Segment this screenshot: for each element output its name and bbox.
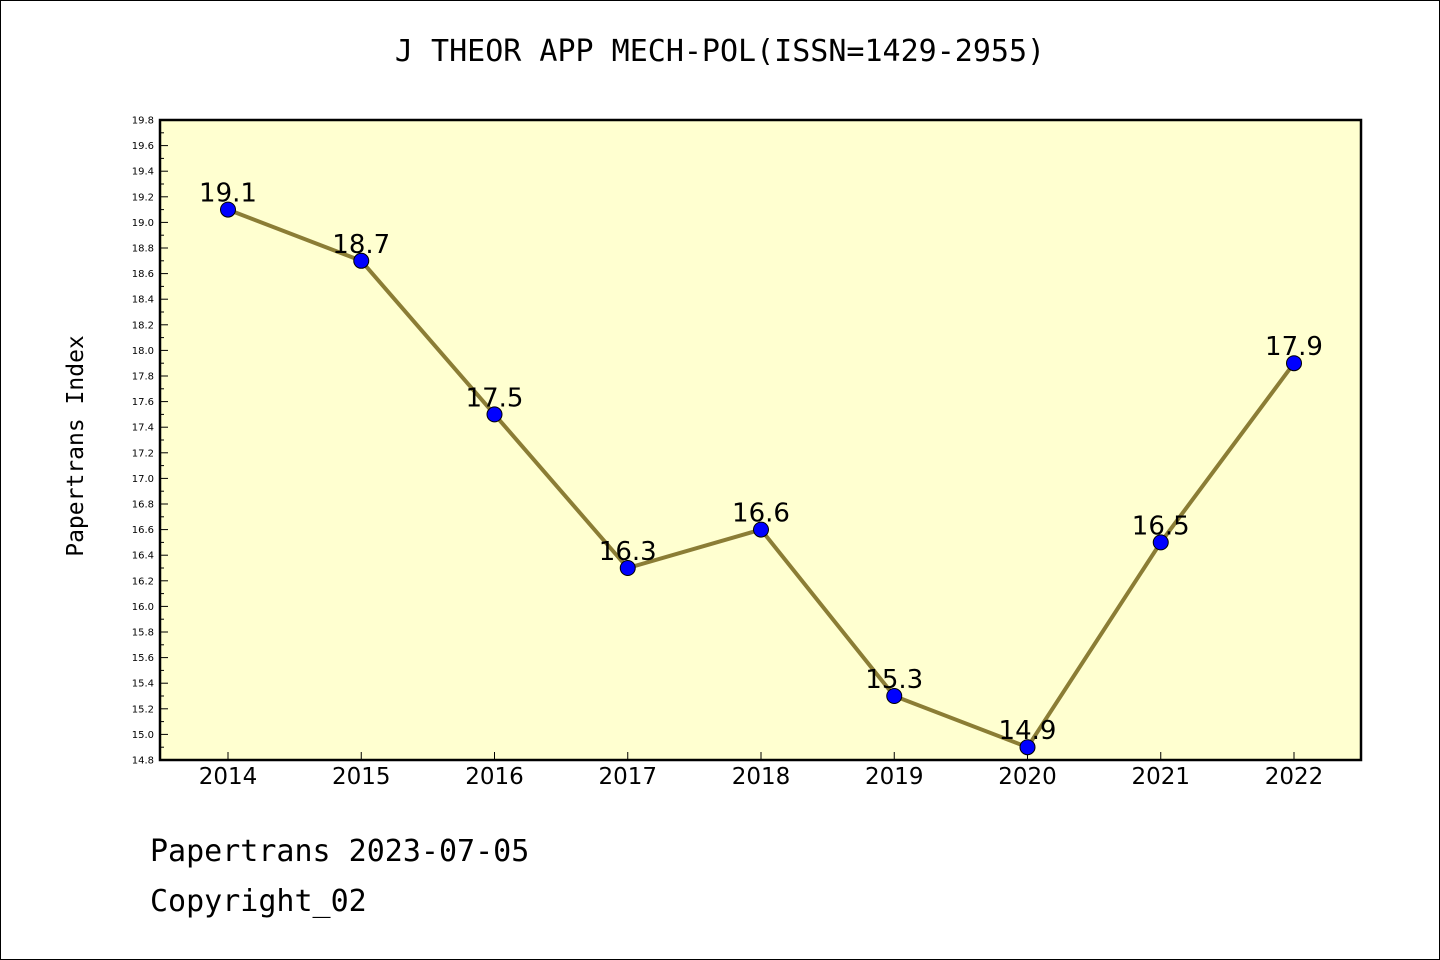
x-tick-label: 2015: [332, 764, 391, 790]
x-tick-label: 2014: [199, 764, 258, 790]
x-tick-label: 2016: [465, 764, 524, 790]
y-tick-label: 16.8: [132, 500, 154, 511]
x-tick-label: 2022: [1265, 764, 1324, 790]
y-tick-label: 15.8: [132, 628, 154, 639]
y-tick-label: 15.2: [132, 704, 154, 715]
y-tick-label: 19.4: [132, 167, 154, 178]
y-tick-label: 15.4: [132, 679, 154, 690]
data-point: [619, 560, 636, 576]
y-tick-label: 18.8: [132, 244, 154, 255]
chart-title: J THEOR APP MECH-POL(ISSN=1429-2955): [394, 34, 1046, 69]
y-tick-label: 19.0: [132, 218, 154, 229]
x-tick-label: 2020: [998, 764, 1057, 790]
y-tick-label: 15.0: [132, 730, 154, 741]
footer-date: Papertrans 2023-07-05: [150, 834, 530, 869]
x-tick-label: 2017: [598, 764, 657, 790]
data-label: 16.3: [599, 537, 657, 567]
x-tick-label: 2021: [1131, 764, 1190, 790]
x-axis: 2014 2015 2016 2017 2018 2019 2020 2021 2022: [199, 752, 1324, 790]
y-tick-label: 16.2: [132, 576, 154, 587]
x-tick-label: 2019: [865, 764, 924, 790]
data-label: 16.6: [732, 499, 790, 529]
y-tick-label: 17.2: [132, 448, 154, 459]
data-label: 19.1: [199, 179, 257, 209]
data-point: [1286, 355, 1302, 372]
y-axis: 14.8 15.0 15.2 15.4 15.6 15.8 16.0 16.2 16.4 16.6…: [132, 116, 168, 767]
footer-copyright: Copyright_02: [150, 884, 367, 919]
data-point: [886, 688, 903, 704]
y-tick-label: 18.6: [132, 269, 154, 280]
y-tick-label: 17.6: [132, 397, 154, 408]
y-tick-label: 19.2: [132, 192, 154, 203]
data-point: [1152, 534, 1169, 551]
data-label: 15.3: [865, 665, 923, 695]
plot-border: [158, 118, 1363, 762]
data-label: 18.7: [332, 230, 390, 260]
data-markers: [220, 201, 1302, 756]
data-point: [753, 521, 769, 538]
y-tick-label: 17.4: [132, 423, 154, 434]
y-tick-label: 18.4: [132, 295, 154, 306]
y-tick-label: 17.8: [132, 372, 154, 383]
data-labels: 19.1 18.7 17.5 16.3 16.6 15.3 14.9 16.5 17.9: [199, 179, 1323, 747]
plot-area: [160, 120, 1361, 760]
y-tick-label: 18.2: [132, 320, 154, 331]
data-label: 16.5: [1132, 511, 1190, 541]
y-tick-label: 19.8: [132, 116, 154, 127]
y-tick-label: 16.0: [132, 602, 154, 613]
data-label: 14.9: [999, 716, 1057, 746]
data-point: [220, 201, 236, 218]
data-point: [486, 406, 503, 423]
data-label: 17.9: [1265, 332, 1323, 362]
y-tick-label: 19.6: [132, 141, 154, 152]
y-tick-label: 16.6: [132, 525, 154, 536]
data-point: [353, 252, 370, 269]
y-tick-label: 16.4: [132, 551, 154, 562]
y-tick-label: 17.0: [132, 474, 154, 485]
y-tick-label: 14.8: [132, 756, 154, 767]
data-label: 17.5: [466, 383, 524, 413]
y-tick-label: 18.0: [132, 346, 154, 357]
x-tick-label: 2018: [732, 764, 791, 790]
y-tick-label: 15.6: [132, 653, 154, 664]
data-point: [1019, 739, 1036, 756]
